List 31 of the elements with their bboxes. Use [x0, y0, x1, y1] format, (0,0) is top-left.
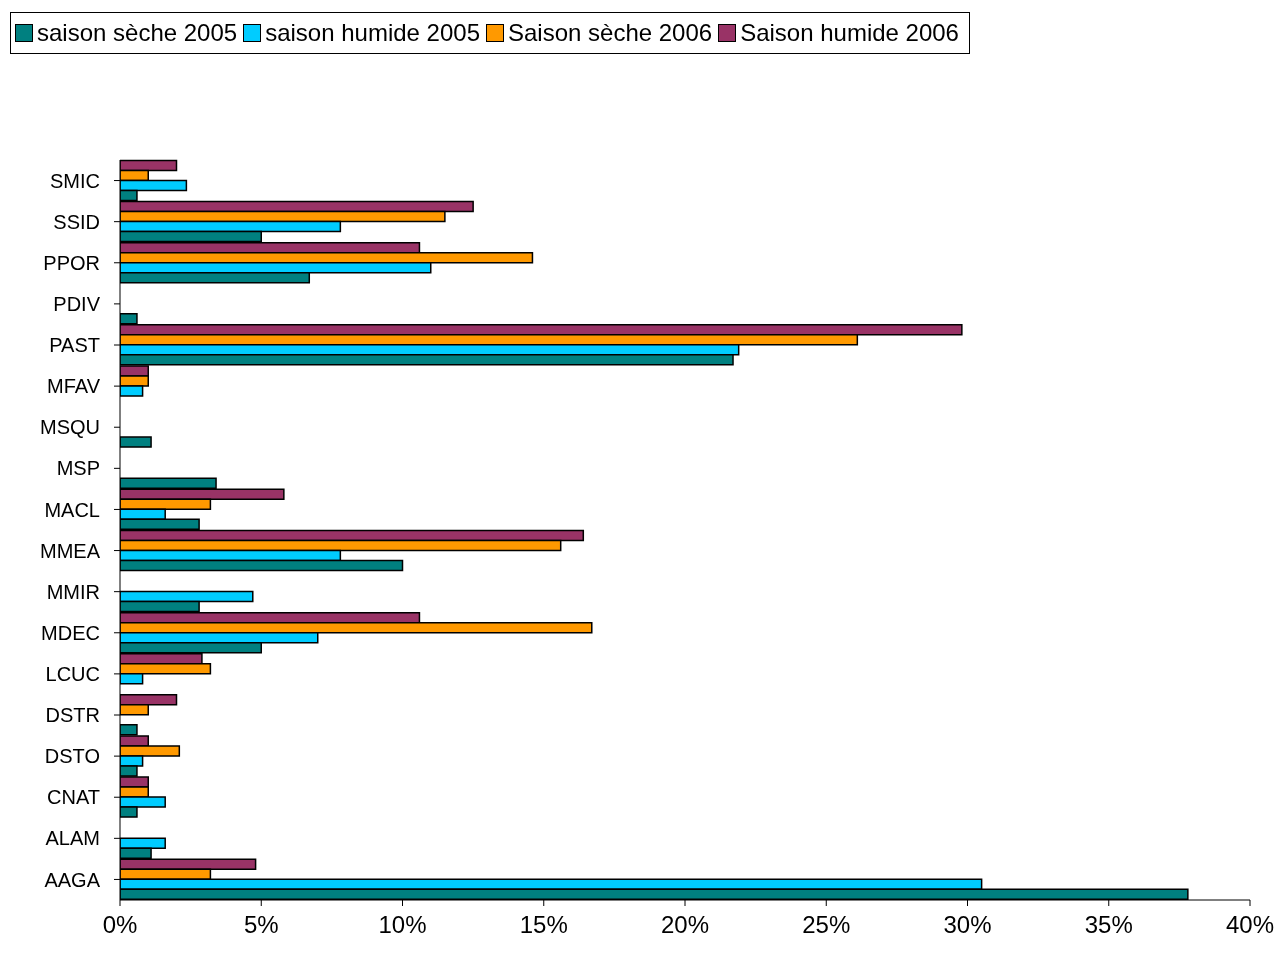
- x-tick-label: 25%: [802, 911, 851, 939]
- x-tick-label: 0%: [102, 911, 138, 939]
- y-tick-label: ALAM: [45, 827, 100, 850]
- y-tick-label: PDIV: [53, 292, 101, 315]
- y-tick-label: MACL: [44, 498, 100, 521]
- x-tick-label: 10%: [378, 911, 427, 939]
- y-tick-label: LCUC: [45, 662, 100, 685]
- y-tick-label: MSP: [56, 457, 100, 480]
- y-tick-label: SMIC: [50, 169, 100, 192]
- y-tick-label: MFAV: [47, 375, 101, 398]
- x-tick-label: 40%: [1225, 911, 1275, 939]
- y-tick-label: PPOR: [43, 251, 100, 274]
- legend-label: saison humide 2005: [264, 19, 480, 47]
- x-tick-label: 15%: [519, 911, 568, 939]
- x-tick-label: 5%: [243, 911, 279, 939]
- y-tick-label: SSID: [53, 210, 100, 233]
- y-tick-label: MSQU: [40, 416, 100, 439]
- x-tick-label: 30%: [943, 911, 992, 939]
- legend-label: Saison sèche 2006: [507, 19, 713, 47]
- y-tick-label: AAGA: [44, 868, 101, 891]
- y-tick-label: MMIR: [46, 580, 100, 603]
- y-tick-label: MMEA: [40, 539, 101, 562]
- legend-label: saison sèche 2005: [36, 19, 238, 47]
- x-tick-label: 20%: [660, 911, 710, 939]
- y-tick-label: PAST: [49, 334, 100, 357]
- y-tick-label: DSTR: [45, 704, 100, 727]
- y-tick-label: DSTO: [44, 745, 100, 768]
- y-tick-label: MDEC: [41, 621, 100, 644]
- y-tick-label: CNAT: [47, 786, 100, 809]
- legend-label: Saison humide 2006: [739, 19, 959, 47]
- x-tick-label: 35%: [1084, 911, 1133, 939]
